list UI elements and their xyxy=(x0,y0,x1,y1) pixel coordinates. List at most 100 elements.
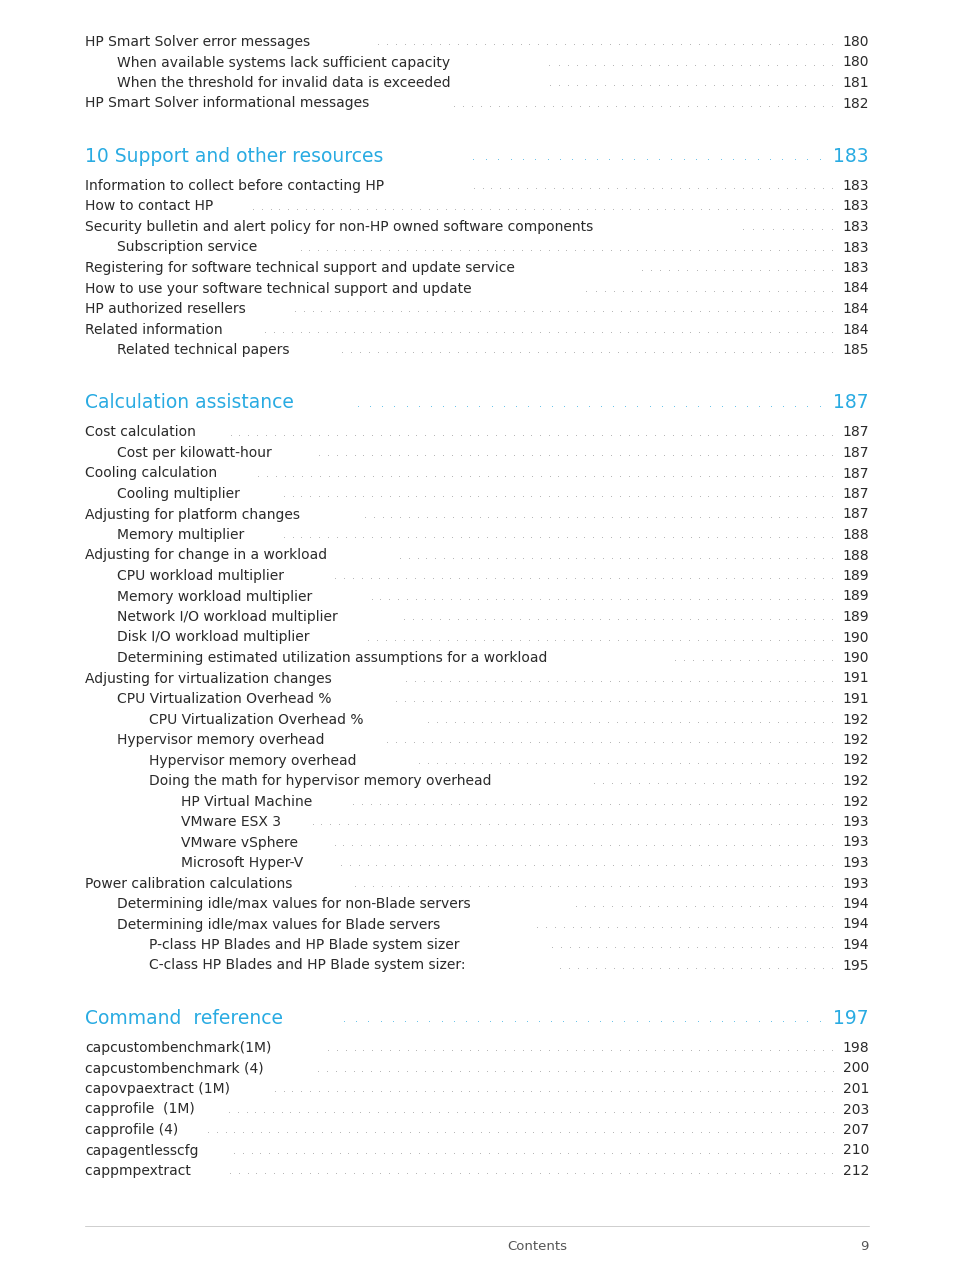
Text: 193: 193 xyxy=(841,835,868,849)
Text: 197: 197 xyxy=(833,1009,868,1028)
Text: capcustombenchmark(1M): capcustombenchmark(1M) xyxy=(85,1041,271,1055)
Text: 187: 187 xyxy=(841,466,868,480)
Text: Power calibration calculations: Power calibration calculations xyxy=(85,877,292,891)
Text: 198: 198 xyxy=(841,1041,868,1055)
Text: P-class HP Blades and HP Blade system sizer: P-class HP Blades and HP Blade system si… xyxy=(149,938,459,952)
Text: How to contact HP: How to contact HP xyxy=(85,200,213,214)
Text: 207: 207 xyxy=(841,1124,868,1138)
Text: 190: 190 xyxy=(841,651,868,665)
Text: 201: 201 xyxy=(841,1082,868,1096)
Text: Contents: Contents xyxy=(506,1240,566,1253)
Text: Memory multiplier: Memory multiplier xyxy=(117,527,244,541)
Text: HP authorized resellers: HP authorized resellers xyxy=(85,302,246,316)
Text: Command  reference: Command reference xyxy=(85,1009,283,1028)
Text: C-class HP Blades and HP Blade system sizer:: C-class HP Blades and HP Blade system si… xyxy=(149,958,465,972)
Text: CPU workload multiplier: CPU workload multiplier xyxy=(117,569,284,583)
Text: HP Smart Solver error messages: HP Smart Solver error messages xyxy=(85,36,310,50)
Text: Subscription service: Subscription service xyxy=(117,240,257,254)
Text: Determining idle/max values for non-Blade servers: Determining idle/max values for non-Blad… xyxy=(117,897,470,911)
Text: 187: 187 xyxy=(841,446,868,460)
Text: 10 Support and other resources: 10 Support and other resources xyxy=(85,147,383,167)
Text: 182: 182 xyxy=(841,97,868,111)
Text: 188: 188 xyxy=(841,527,868,541)
Text: 195: 195 xyxy=(841,958,868,972)
Text: 189: 189 xyxy=(841,610,868,624)
Text: VMware vSphere: VMware vSphere xyxy=(181,835,297,849)
Text: CPU Virtualization Overhead %: CPU Virtualization Overhead % xyxy=(149,713,363,727)
Text: 194: 194 xyxy=(841,918,868,932)
Text: Memory workload multiplier: Memory workload multiplier xyxy=(117,590,312,604)
Text: Disk I/O workload multiplier: Disk I/O workload multiplier xyxy=(117,630,309,644)
Text: 9: 9 xyxy=(860,1240,868,1253)
Text: HP Virtual Machine: HP Virtual Machine xyxy=(181,794,312,808)
Text: HP Smart Solver informational messages: HP Smart Solver informational messages xyxy=(85,97,369,111)
Text: 184: 184 xyxy=(841,323,868,337)
Text: Related technical papers: Related technical papers xyxy=(117,343,289,357)
Text: Network I/O workload multiplier: Network I/O workload multiplier xyxy=(117,610,337,624)
Text: Calculation assistance: Calculation assistance xyxy=(85,394,294,413)
Text: 193: 193 xyxy=(841,855,868,871)
Text: When available systems lack sufficient capacity: When available systems lack sufficient c… xyxy=(117,56,450,70)
Text: 190: 190 xyxy=(841,630,868,644)
Text: 192: 192 xyxy=(841,774,868,788)
Text: Security bulletin and alert policy for non-HP owned software components: Security bulletin and alert policy for n… xyxy=(85,220,593,234)
Text: 187: 187 xyxy=(841,426,868,440)
Text: Hypervisor memory overhead: Hypervisor memory overhead xyxy=(149,754,356,768)
Text: 183: 183 xyxy=(841,220,868,234)
Text: 194: 194 xyxy=(841,938,868,952)
Text: Adjusting for virtualization changes: Adjusting for virtualization changes xyxy=(85,671,332,685)
Text: When the threshold for invalid data is exceeded: When the threshold for invalid data is e… xyxy=(117,76,450,90)
Text: Doing the math for hypervisor memory overhead: Doing the math for hypervisor memory ove… xyxy=(149,774,491,788)
Text: 180: 180 xyxy=(841,56,868,70)
Text: Hypervisor memory overhead: Hypervisor memory overhead xyxy=(117,733,324,747)
Text: 180: 180 xyxy=(841,36,868,50)
Text: Related information: Related information xyxy=(85,323,222,337)
Text: 188: 188 xyxy=(841,549,868,563)
Text: cappmpextract: cappmpextract xyxy=(85,1164,195,1178)
Text: 193: 193 xyxy=(841,815,868,829)
Text: 191: 191 xyxy=(841,671,868,685)
Text: 192: 192 xyxy=(841,713,868,727)
Text: Registering for software technical support and update service: Registering for software technical suppo… xyxy=(85,261,515,275)
Text: 189: 189 xyxy=(841,569,868,583)
Text: 183: 183 xyxy=(841,240,868,254)
Text: 192: 192 xyxy=(841,733,868,747)
Text: capagentlesscfg: capagentlesscfg xyxy=(85,1144,198,1158)
Text: 184: 184 xyxy=(841,302,868,316)
Text: 192: 192 xyxy=(841,754,868,768)
Text: 203: 203 xyxy=(841,1102,868,1116)
Text: 193: 193 xyxy=(841,877,868,891)
Text: 200: 200 xyxy=(841,1061,868,1075)
Text: 212: 212 xyxy=(841,1164,868,1178)
Text: Cost per kilowatt-hour: Cost per kilowatt-hour xyxy=(117,446,272,460)
Text: 183: 183 xyxy=(841,261,868,275)
Text: CPU Virtualization Overhead %: CPU Virtualization Overhead % xyxy=(117,691,331,705)
Text: Cost calculation: Cost calculation xyxy=(85,426,195,440)
Text: 187: 187 xyxy=(841,507,868,521)
Text: 191: 191 xyxy=(841,691,868,705)
Text: 210: 210 xyxy=(841,1144,868,1158)
Text: Determining idle/max values for Blade servers: Determining idle/max values for Blade se… xyxy=(117,918,439,932)
Text: Adjusting for platform changes: Adjusting for platform changes xyxy=(85,507,299,521)
Text: Adjusting for change in a workload: Adjusting for change in a workload xyxy=(85,549,327,563)
Text: Cooling multiplier: Cooling multiplier xyxy=(117,487,244,501)
Text: capcustombenchmark (4): capcustombenchmark (4) xyxy=(85,1061,263,1075)
Text: Determining estimated utilization assumptions for a workload: Determining estimated utilization assump… xyxy=(117,651,547,665)
Text: Information to collect before contacting HP: Information to collect before contacting… xyxy=(85,179,384,193)
Text: VMware ESX 3: VMware ESX 3 xyxy=(181,815,281,829)
Text: 181: 181 xyxy=(841,76,868,90)
Text: capprofile (4): capprofile (4) xyxy=(85,1124,178,1138)
Text: 183: 183 xyxy=(833,147,868,167)
Text: 183: 183 xyxy=(841,200,868,214)
Text: 187: 187 xyxy=(833,394,868,413)
Text: 184: 184 xyxy=(841,281,868,295)
Text: 183: 183 xyxy=(841,179,868,193)
Text: Microsoft Hyper-V: Microsoft Hyper-V xyxy=(181,855,303,871)
Text: 192: 192 xyxy=(841,794,868,808)
Text: 185: 185 xyxy=(841,343,868,357)
Text: capprofile  (1M): capprofile (1M) xyxy=(85,1102,194,1116)
Text: 189: 189 xyxy=(841,590,868,604)
Text: capovpaextract (1M): capovpaextract (1M) xyxy=(85,1082,230,1096)
Text: 194: 194 xyxy=(841,897,868,911)
Text: 187: 187 xyxy=(841,487,868,501)
